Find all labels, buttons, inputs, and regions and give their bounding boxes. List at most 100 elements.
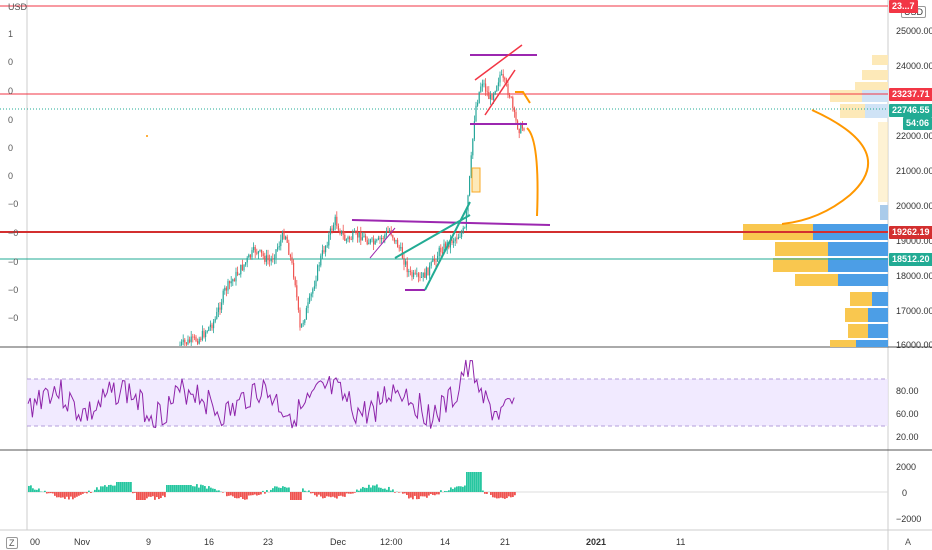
macd-bar [430, 492, 432, 495]
macd-bar [222, 492, 224, 493]
macd-bar [200, 484, 202, 492]
candle-body [305, 308, 307, 320]
macd-bar [250, 492, 252, 496]
macd-bar [356, 489, 358, 492]
macd-bar [60, 492, 62, 498]
macd-bar [156, 492, 158, 498]
candle-body [513, 107, 515, 113]
candle-body [182, 339, 184, 342]
candle-body [392, 235, 394, 238]
macd-bar [126, 482, 128, 492]
left-axis-label: 0 [8, 57, 14, 67]
candle-body [237, 271, 239, 275]
macd-bar [504, 492, 506, 499]
candle-body [209, 324, 211, 327]
candle-body [301, 323, 303, 328]
macd-bar [508, 492, 510, 497]
macd-bar [398, 492, 400, 493]
macd-bar [276, 486, 278, 492]
candle-body [336, 216, 338, 227]
macd-bar [148, 492, 150, 497]
candle-body [232, 279, 234, 282]
macd-bar [216, 490, 218, 492]
macd-bar [128, 482, 130, 492]
price-tick: 25000.00 [896, 26, 932, 36]
macd-bar [480, 472, 482, 492]
candle-body [435, 260, 437, 262]
macd-bar [414, 492, 416, 496]
macd-bar [254, 492, 256, 495]
candle-body [403, 258, 405, 265]
candle-body [307, 302, 309, 309]
macd-bar [498, 492, 500, 499]
candle-body [417, 273, 419, 277]
macd-bar [490, 492, 492, 495]
candle-body [261, 249, 263, 254]
price-tick: 21000.00 [896, 166, 932, 176]
macd-bar [70, 492, 72, 497]
candle-body [283, 232, 285, 239]
macd-bar [476, 472, 478, 492]
macd-bar [28, 485, 30, 492]
time-label: 11 [676, 537, 686, 547]
macd-bar [56, 492, 58, 498]
macd-bar [286, 487, 288, 492]
candle-body [326, 245, 328, 247]
candle-body [456, 238, 458, 240]
macd-bar [190, 485, 192, 492]
candle-body [315, 280, 317, 287]
candle-body [473, 121, 475, 139]
macd-bar [264, 492, 266, 494]
candle-body [520, 124, 522, 134]
candle-body [443, 243, 445, 253]
candle-body [345, 239, 347, 241]
candle-body [189, 339, 191, 343]
macd-bar [230, 492, 232, 496]
candle-body [518, 128, 520, 134]
macd-bar [52, 492, 54, 494]
macd-bar [54, 492, 56, 496]
macd-bar [160, 492, 162, 499]
macd-bar [362, 486, 364, 492]
macd-bar [228, 492, 230, 496]
macd-bar [380, 487, 382, 492]
rsi-tick: 80.00 [896, 386, 919, 396]
macd-bar [304, 490, 306, 492]
macd-bar [344, 492, 346, 497]
candle-body [430, 262, 432, 266]
candle-body [385, 231, 387, 235]
macd-bar [112, 485, 114, 492]
zoom-button[interactable]: Z [6, 537, 18, 549]
volume-profile [743, 55, 888, 347]
auto-scale-button[interactable]: A [905, 537, 912, 547]
macd-bar [326, 492, 328, 497]
price-label-top: 23...7 [889, 0, 918, 13]
macd-bar [300, 492, 302, 500]
macd-bar [274, 486, 276, 492]
candle-body [465, 211, 467, 228]
macd-bar [34, 489, 36, 492]
candle-body [246, 257, 248, 263]
candle-body [187, 339, 189, 345]
macd-bar [426, 492, 428, 498]
macd-bar [202, 485, 204, 492]
candle-body [393, 237, 395, 242]
candle-body [229, 281, 231, 284]
macd-bar [32, 488, 34, 492]
candle-body [449, 239, 451, 248]
macd-bar [444, 490, 446, 492]
candle-body [358, 231, 360, 238]
macd-bar [328, 492, 330, 497]
candle-body [497, 82, 499, 86]
candle-body [365, 235, 367, 241]
candle-body [293, 262, 295, 278]
macd-bar [412, 492, 414, 500]
macd-bar [162, 492, 164, 496]
macd-bar [74, 492, 76, 498]
candle-body [464, 227, 466, 229]
candle-body [254, 246, 256, 253]
macd-bar [336, 492, 338, 499]
candle-body [376, 239, 378, 241]
candle-body [323, 250, 325, 253]
